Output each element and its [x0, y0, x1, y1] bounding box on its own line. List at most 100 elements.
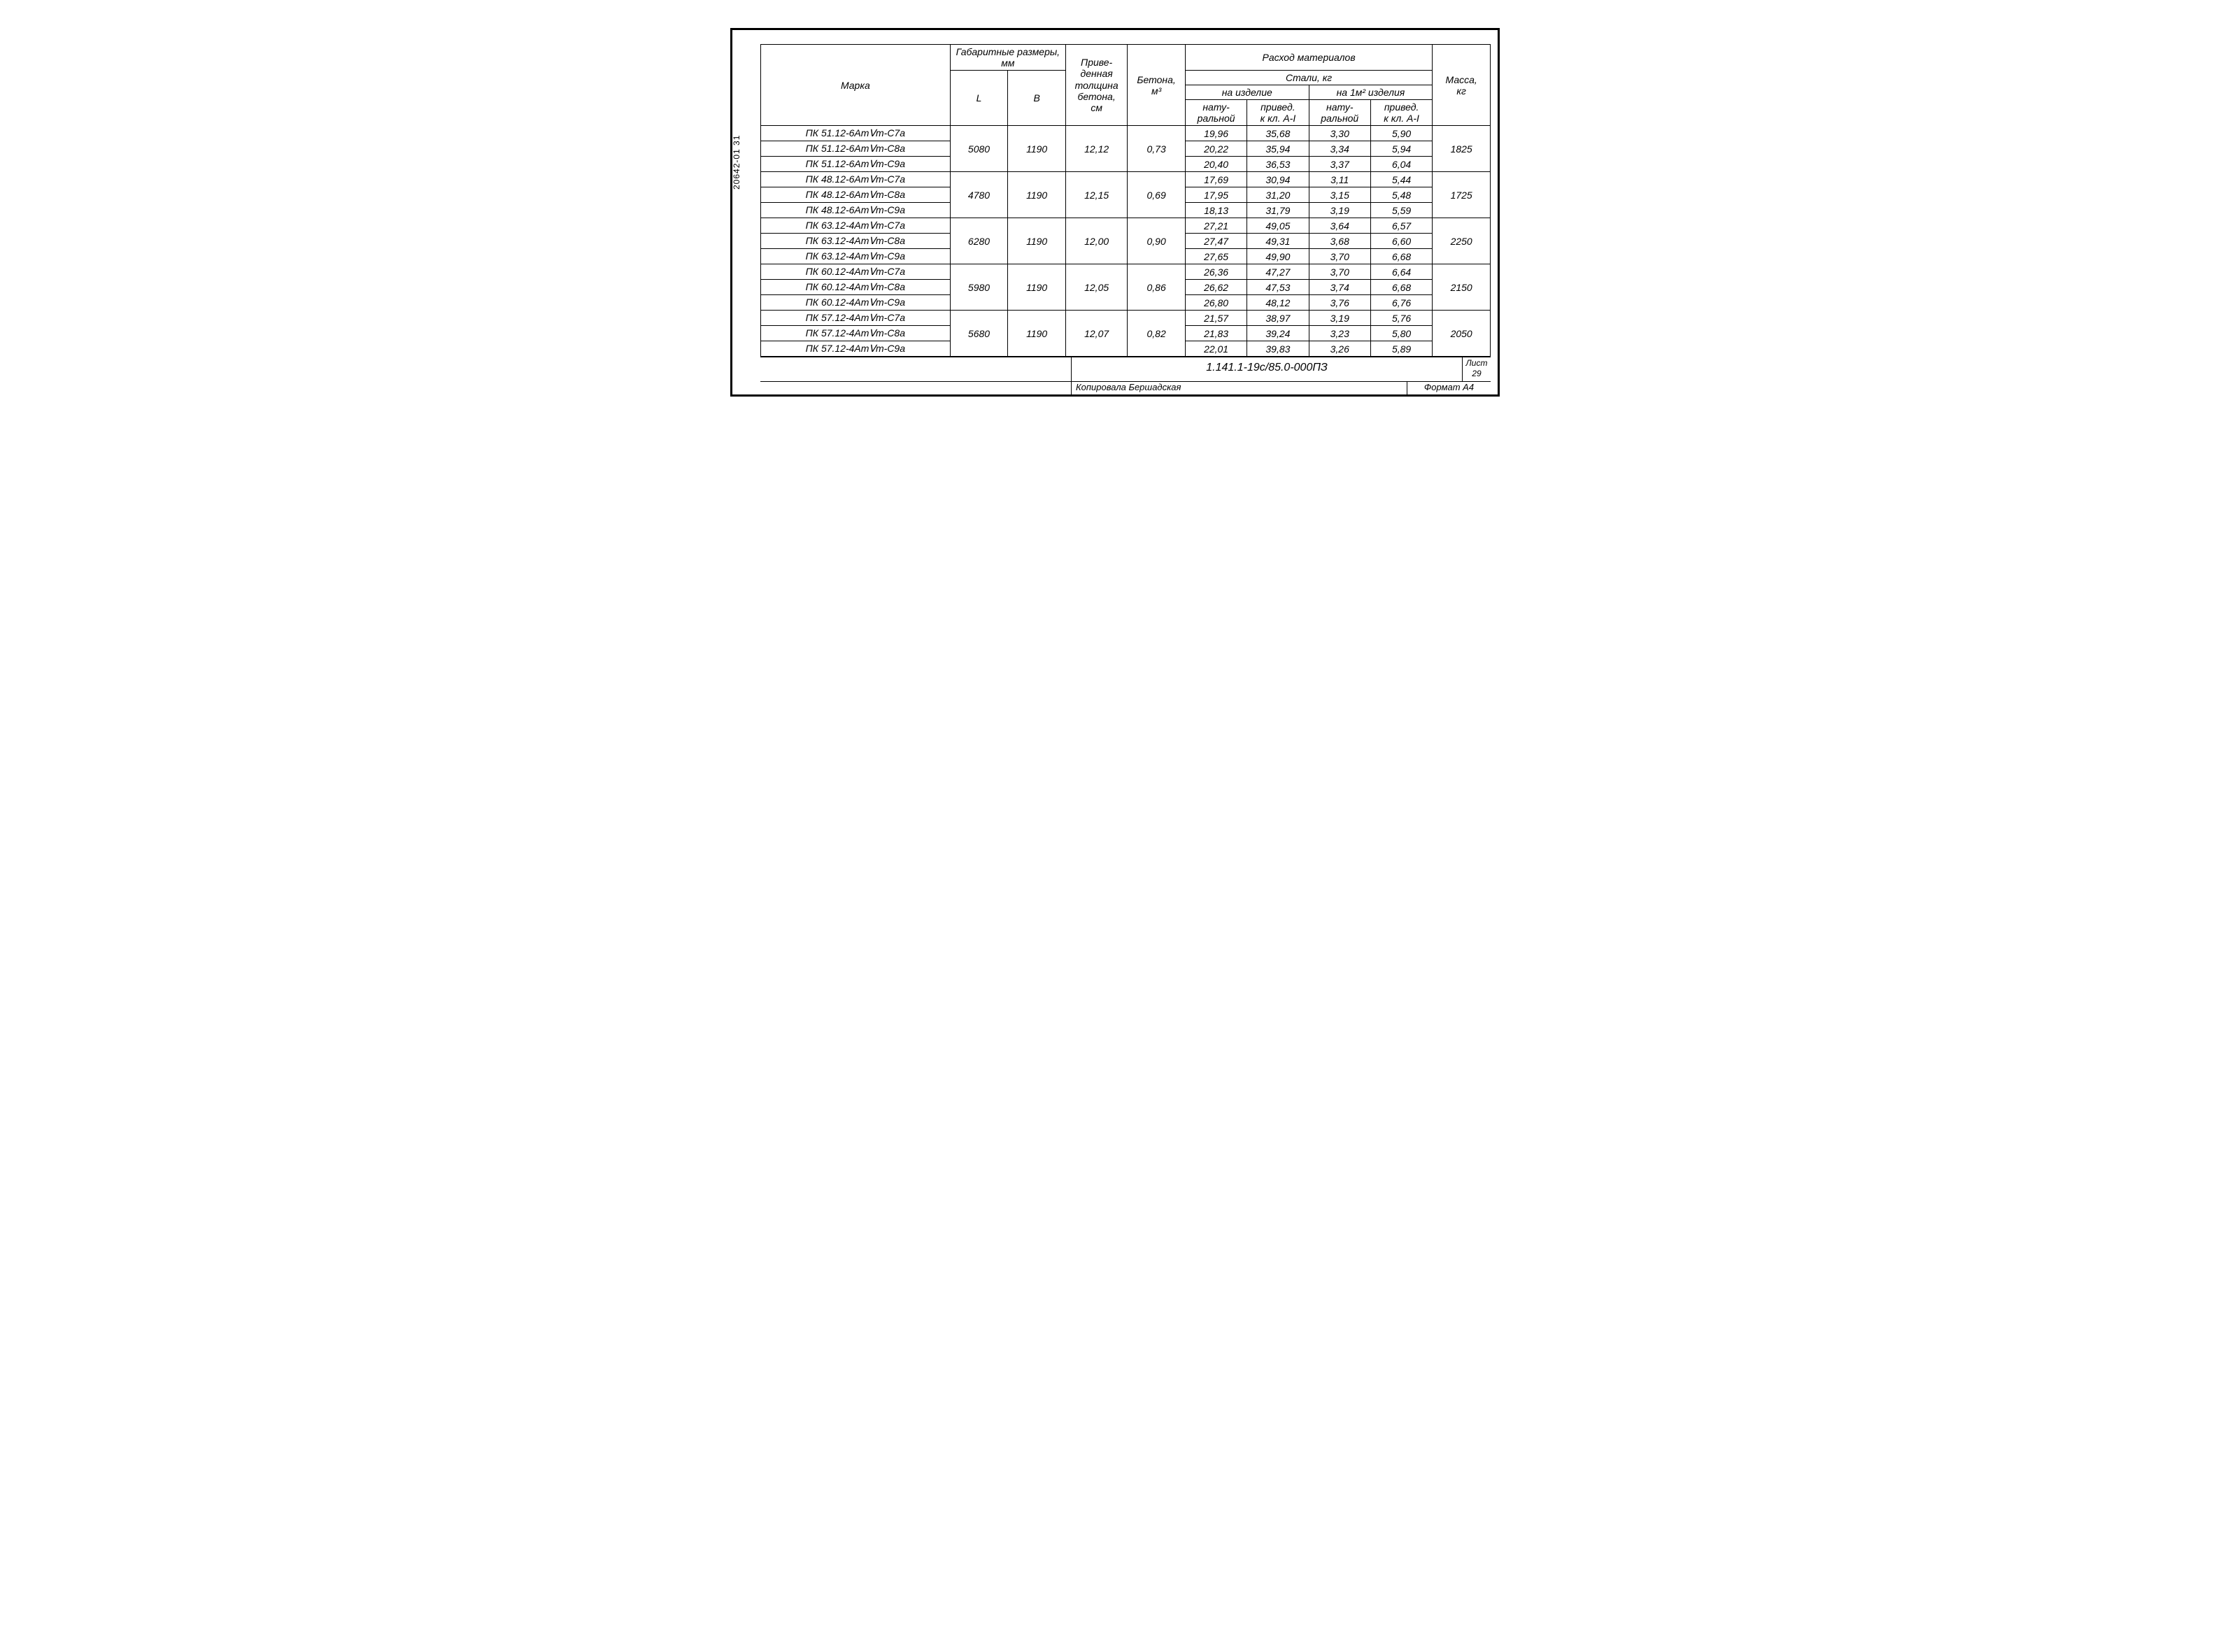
header-gabarit: Габаритные размеры, мм: [950, 45, 1065, 71]
header-natur1: нату-ральной: [1185, 100, 1247, 126]
cell-beton: 0,69: [1128, 172, 1186, 218]
cell-steel: 39,24: [1247, 326, 1309, 341]
cell-thick: 12,07: [1065, 311, 1127, 357]
cell-steel: 3,23: [1309, 326, 1370, 341]
cell-marka: ПК 48.12-6АтⅤт-С9а: [761, 203, 951, 218]
cell-marka: ПК 57.12-4АтⅤт-С9а: [761, 341, 951, 357]
format-label: Формат А4: [1407, 382, 1491, 394]
cell-b: 1190: [1008, 264, 1066, 311]
cell-l: 5680: [950, 311, 1008, 357]
table-row: ПК 63.12-4АтⅤт-С7а6280119012,000,9027,21…: [761, 218, 1491, 234]
table-row: ПК 51.12-6АтⅤт-С7а5080119012,120,7319,96…: [761, 126, 1491, 141]
cell-marka: ПК 60.12-4АтⅤт-С7а: [761, 264, 951, 280]
cell-steel: 35,94: [1247, 141, 1309, 157]
cell-mass: 1725: [1433, 172, 1491, 218]
cell-marka: ПК 60.12-4АтⅤт-С8а: [761, 280, 951, 295]
header-rashod: Расход материалов: [1185, 45, 1432, 71]
cell-steel: 6,68: [1370, 249, 1432, 264]
table-header: Марка Габаритные размеры, мм Приве-денна…: [761, 45, 1491, 126]
cell-steel: 17,95: [1185, 187, 1247, 203]
header-b: В: [1008, 71, 1066, 126]
header-marka: Марка: [761, 45, 951, 126]
header-stali: Стали, кг: [1185, 71, 1432, 85]
cell-steel: 27,21: [1185, 218, 1247, 234]
cell-thick: 12,12: [1065, 126, 1127, 172]
cell-marka: ПК 57.12-4АтⅤт-С8а: [761, 326, 951, 341]
cell-steel: 5,48: [1370, 187, 1432, 203]
cell-b: 1190: [1008, 172, 1066, 218]
cell-steel: 6,76: [1370, 295, 1432, 311]
header-prived1: привед.к кл. А-I: [1247, 100, 1309, 126]
cell-mass: 2050: [1433, 311, 1491, 357]
header-natur2: нату-ральной: [1309, 100, 1370, 126]
cell-steel: 5,76: [1370, 311, 1432, 326]
cell-marka: ПК 63.12-4АтⅤт-С9а: [761, 249, 951, 264]
header-na-izd: на изделие: [1185, 85, 1309, 100]
cell-steel: 31,20: [1247, 187, 1309, 203]
cell-steel: 39,83: [1247, 341, 1309, 357]
cell-steel: 5,94: [1370, 141, 1432, 157]
cell-l: 6280: [950, 218, 1008, 264]
cell-thick: 12,05: [1065, 264, 1127, 311]
cell-steel: 49,31: [1247, 234, 1309, 249]
cell-steel: 20,22: [1185, 141, 1247, 157]
cell-steel: 47,53: [1247, 280, 1309, 295]
cell-steel: 3,30: [1309, 126, 1370, 141]
cell-steel: 26,36: [1185, 264, 1247, 280]
cell-steel: 3,74: [1309, 280, 1370, 295]
cell-beton: 0,86: [1128, 264, 1186, 311]
bottom-left: [760, 382, 1072, 394]
copied-by: Копировала Бершадская: [1072, 382, 1407, 394]
cell-steel: 30,94: [1247, 172, 1309, 187]
cell-l: 4780: [950, 172, 1008, 218]
header-thickness: Приве-деннаятолщинабетона,см: [1065, 45, 1127, 126]
cell-thick: 12,15: [1065, 172, 1127, 218]
cell-marka: ПК 60.12-4АтⅤт-С9а: [761, 295, 951, 311]
title-block-left: [760, 357, 1072, 381]
cell-steel: 5,80: [1370, 326, 1432, 341]
header-beton: Бетона,м³: [1128, 45, 1186, 126]
header-l: L: [950, 71, 1008, 126]
cell-b: 1190: [1008, 311, 1066, 357]
cell-steel: 6,68: [1370, 280, 1432, 295]
cell-steel: 3,70: [1309, 249, 1370, 264]
cell-marka: ПК 48.12-6АтⅤт-С8а: [761, 187, 951, 203]
cell-l: 5080: [950, 126, 1008, 172]
cell-steel: 26,62: [1185, 280, 1247, 295]
cell-marka: ПК 51.12-6АтⅤт-С9а: [761, 157, 951, 172]
cell-steel: 3,37: [1309, 157, 1370, 172]
cell-steel: 6,04: [1370, 157, 1432, 172]
cell-steel: 6,57: [1370, 218, 1432, 234]
cell-steel: 3,76: [1309, 295, 1370, 311]
title-block: 1.141.1-19с/85.0-000ПЗ Лист 29: [760, 357, 1491, 381]
cell-steel: 3,26: [1309, 341, 1370, 357]
cell-steel: 26,80: [1185, 295, 1247, 311]
cell-steel: 27,47: [1185, 234, 1247, 249]
table-row: ПК 48.12-6АтⅤт-С7а4780119012,150,6917,69…: [761, 172, 1491, 187]
cell-steel: 35,68: [1247, 126, 1309, 141]
cell-steel: 3,70: [1309, 264, 1370, 280]
cell-steel: 5,59: [1370, 203, 1432, 218]
cell-steel: 5,44: [1370, 172, 1432, 187]
cell-mass: 1825: [1433, 126, 1491, 172]
drawing-sheet: 20642-01 31 Марка Габаритные размеры, мм…: [730, 28, 1500, 397]
bottom-row: Копировала Бершадская Формат А4: [760, 381, 1491, 394]
cell-steel: 48,12: [1247, 295, 1309, 311]
cell-steel: 18,13: [1185, 203, 1247, 218]
table-row: ПК 57.12-4АтⅤт-С7а5680119012,070,8221,57…: [761, 311, 1491, 326]
cell-marka: ПК 57.12-4АтⅤт-С7а: [761, 311, 951, 326]
cell-steel: 22,01: [1185, 341, 1247, 357]
cell-steel: 5,89: [1370, 341, 1432, 357]
cell-steel: 19,96: [1185, 126, 1247, 141]
cell-marka: ПК 48.12-6АтⅤт-С7а: [761, 172, 951, 187]
cell-steel: 3,68: [1309, 234, 1370, 249]
cell-steel: 27,65: [1185, 249, 1247, 264]
cell-thick: 12,00: [1065, 218, 1127, 264]
sheet-cell: Лист 29: [1463, 357, 1491, 381]
cell-steel: 3,34: [1309, 141, 1370, 157]
cell-marka: ПК 51.12-6АтⅤт-С7а: [761, 126, 951, 141]
cell-marka: ПК 63.12-4АтⅤт-С8а: [761, 234, 951, 249]
cell-beton: 0,82: [1128, 311, 1186, 357]
cell-steel: 17,69: [1185, 172, 1247, 187]
cell-b: 1190: [1008, 126, 1066, 172]
